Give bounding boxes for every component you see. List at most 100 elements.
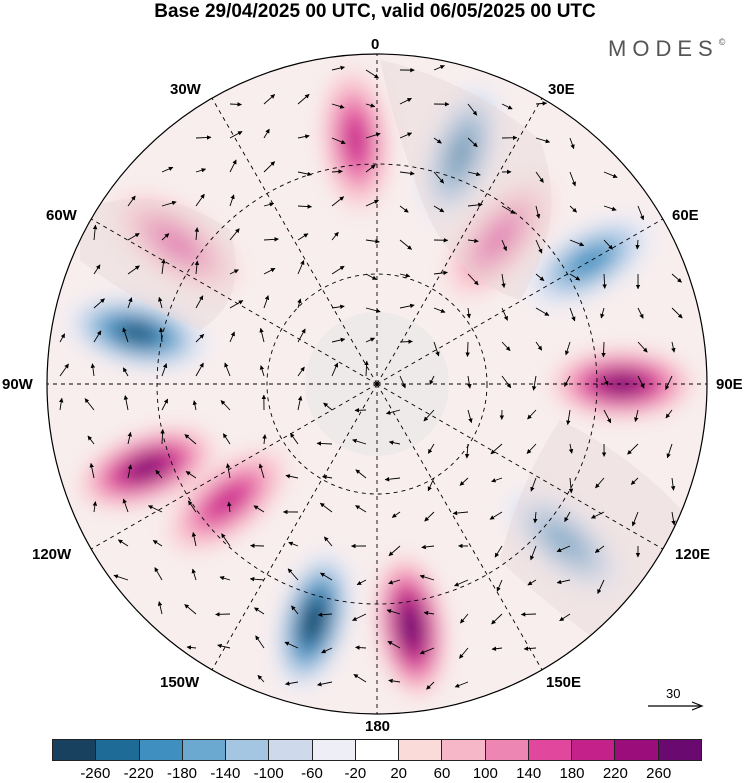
lon-label-150w: 150W (160, 674, 200, 691)
wind-vector (263, 237, 279, 242)
wind-vector (229, 131, 243, 139)
wind-vector (195, 333, 205, 343)
wind-vector (161, 363, 168, 377)
wind-vector (501, 205, 516, 214)
meridian-line (376, 383, 664, 550)
lon-label-150e: 150E (546, 674, 582, 691)
wind-vector (501, 103, 513, 110)
wind-vector (59, 333, 66, 343)
wind-vector (520, 612, 537, 617)
wind-vector (454, 579, 469, 587)
wind-vector (195, 362, 204, 377)
wind-vector (399, 303, 415, 309)
wind-vector (155, 469, 163, 479)
anomaly-field (66, 68, 694, 699)
wind-vector (154, 567, 163, 581)
wind-vector (556, 579, 571, 585)
wind-vector (263, 267, 276, 275)
wind-vector (117, 539, 129, 547)
colorbar-swatch (226, 740, 270, 760)
wind-vector (127, 464, 133, 479)
wind-vector (569, 171, 576, 187)
wind-vector (501, 239, 507, 252)
wind-vector (556, 545, 571, 553)
lon-label-120e: 120E (675, 546, 711, 563)
wind-vector (671, 307, 683, 319)
colorbar-swatch (139, 740, 183, 760)
wind-vector (399, 132, 413, 139)
lon-label-30e: 30E (548, 81, 575, 98)
wind-vector (631, 511, 639, 527)
wind-vector (459, 647, 469, 659)
wind-vector (399, 205, 409, 213)
wind-vector (564, 341, 571, 356)
wind-vector (93, 298, 105, 309)
wind-vector (290, 432, 299, 445)
wind-vector (222, 433, 231, 445)
wind-vector (467, 273, 479, 286)
wind-vector (122, 498, 129, 513)
wind-vector (399, 339, 413, 344)
wind-vector (263, 161, 276, 173)
wind-vector (603, 409, 612, 424)
wind-vector (365, 199, 379, 207)
wind-vector (195, 135, 212, 140)
wind-vector (365, 337, 376, 343)
wind-vector (194, 227, 200, 241)
wind-vector (322, 474, 333, 480)
wind-vector (59, 363, 69, 377)
wind-vector (122, 367, 129, 377)
wind-vector (399, 239, 412, 250)
wind-vector (634, 409, 639, 422)
wind-vector (297, 134, 310, 139)
wind-vector (255, 635, 265, 649)
wind-vector (433, 205, 445, 213)
wind-vector (535, 101, 548, 106)
wind-vector (535, 307, 550, 316)
wind-vector (217, 643, 231, 649)
meridian-line (211, 383, 378, 671)
wind-vector (496, 579, 503, 592)
wind-vector (259, 365, 265, 377)
wind-vector (388, 678, 401, 684)
wind-vector (191, 532, 197, 547)
wind-vector (356, 579, 367, 586)
wind-vector (123, 395, 129, 411)
colorbar-swatch (182, 740, 227, 760)
wind-vector (365, 273, 377, 280)
wind-vector (467, 202, 483, 208)
wind-vector (423, 610, 435, 616)
wind-vector (490, 443, 503, 455)
lon-label-60w: 60W (46, 207, 77, 224)
colorbar-swatch (53, 740, 97, 760)
wind-vector (353, 673, 367, 683)
brand-logo: MODES© (608, 36, 726, 61)
lon-label-180: 180 (365, 718, 391, 735)
wind-vector (323, 402, 333, 411)
wind-vector (297, 171, 312, 177)
wind-vector (93, 330, 102, 343)
wind-vector (595, 477, 605, 489)
anomaly-center-positive (114, 193, 239, 294)
wind-vector (526, 443, 537, 454)
wind-vector (568, 477, 574, 494)
wind-vector (229, 102, 242, 107)
anomaly-center-positive (166, 449, 288, 553)
wind-vector (569, 137, 575, 150)
wind-vector (365, 103, 376, 108)
colorbar-tick-label: 260 (646, 765, 672, 782)
wind-vector (459, 477, 469, 486)
wind-vector (433, 307, 446, 313)
meridian-line (90, 383, 378, 550)
wind-vector (316, 441, 333, 446)
wind-vector (186, 645, 197, 650)
wind-vector (388, 545, 401, 557)
wind-vector (671, 273, 682, 283)
colorbar-swatch (312, 740, 356, 760)
wind-vector (321, 647, 333, 654)
colorbar-swatch (615, 740, 659, 760)
wind-vector (229, 228, 240, 241)
wind-vector (185, 471, 197, 479)
wind-vector (192, 400, 198, 411)
wind-vector (184, 434, 197, 445)
